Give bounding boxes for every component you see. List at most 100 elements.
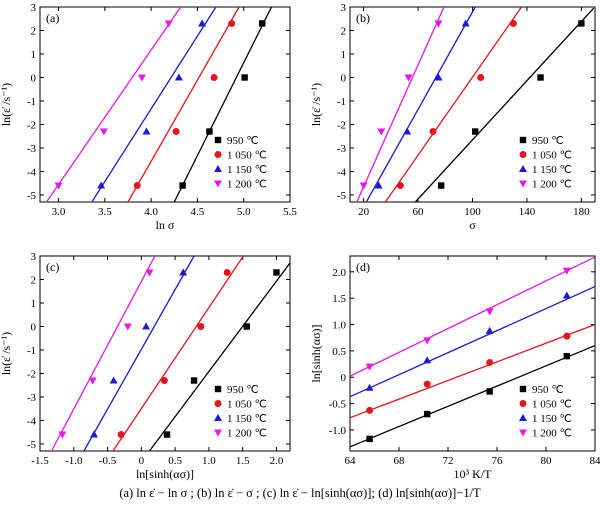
legend-marker — [519, 400, 527, 407]
data-point — [486, 358, 494, 366]
y-axis-label: ln(ε̇ /s⁻¹) — [0, 332, 13, 375]
x-tick-label: -1.5 — [31, 455, 49, 467]
data-point — [509, 19, 517, 27]
figure-caption: (a) ln ε̇ − ln σ ; (b) ln ε̇ − σ ; (c) l… — [119, 486, 481, 500]
x-tick-label: 0.5 — [168, 455, 182, 467]
data-point — [485, 308, 494, 316]
x-tick-label: 60 — [413, 206, 425, 218]
data-point — [190, 377, 198, 384]
data-point — [243, 323, 250, 330]
data-point — [563, 352, 571, 360]
data-point — [423, 410, 431, 418]
y-tick-label: 3 — [341, 2, 347, 14]
x-tick-label: -1.0 — [65, 455, 83, 467]
y-tick-label: 1.5 — [332, 293, 346, 305]
fit-line — [148, 262, 290, 451]
data-point — [461, 19, 470, 27]
legend-marker — [519, 165, 527, 172]
y-tick-label: -1 — [27, 345, 36, 357]
legend-marker — [519, 136, 527, 144]
y-tick-label: -4 — [27, 415, 37, 427]
x-tick-label: 64 — [345, 455, 357, 467]
y-tick-label: -4 — [27, 166, 37, 178]
legend-label: 950 ℃ — [532, 135, 564, 147]
panel-b: 20 60 100 140 180 -5 -4 -3 -2 -1 0 1 2 3 σ ln(ε̇ /s⁻¹) (… — [309, 2, 596, 232]
data-point — [403, 127, 412, 135]
panel-label: (d) — [356, 260, 370, 274]
legend-label: 950 ℃ — [227, 135, 259, 147]
legend-marker — [214, 151, 222, 158]
legend-label: 1 050 ℃ — [227, 399, 267, 411]
data-point — [145, 269, 154, 277]
plot-frame-c — [39, 255, 291, 452]
y-tick-label: 1 — [31, 298, 37, 310]
y-tick-label: -4 — [337, 166, 347, 178]
legend-label: 1 150 ℃ — [227, 164, 267, 176]
y-tick-label: -5 — [337, 190, 347, 202]
data-point — [562, 291, 571, 299]
panel-label: (a) — [46, 11, 59, 25]
data-point — [197, 322, 205, 330]
data-point — [99, 128, 108, 136]
fit-line — [365, 7, 476, 202]
y-tick-label: -2 — [27, 119, 36, 131]
data-point — [437, 182, 445, 189]
legend-label: 1 150 ℃ — [227, 413, 267, 425]
y-tick-label: 2.0 — [332, 267, 346, 279]
legend-label: 1 200 ℃ — [532, 428, 572, 440]
fit-line — [127, 7, 240, 202]
data-point — [164, 20, 173, 28]
data-point — [374, 181, 383, 189]
x-tick-label: 80 — [541, 455, 553, 467]
x-tick-label: 68 — [394, 455, 406, 467]
data-point — [206, 128, 213, 135]
data-point — [109, 376, 118, 384]
data-point — [365, 363, 374, 371]
data-point — [429, 128, 437, 136]
y-tick-label: -3 — [337, 143, 347, 155]
y-tick-label: -3 — [27, 143, 37, 155]
x-tick-label: 3.0 — [52, 206, 66, 218]
y-axis-label: ln[sinh(ασ)] — [309, 324, 323, 382]
y-tick-label: -3 — [27, 392, 37, 404]
x-tick-label: 5.0 — [237, 206, 251, 218]
data-point — [137, 74, 146, 82]
data-point — [163, 431, 171, 438]
x-axis-label: ln σ — [156, 218, 175, 232]
y-tick-label: 0 — [31, 72, 37, 84]
y-tick-label: -2 — [27, 368, 36, 380]
x-tick-label: -0.5 — [99, 455, 117, 467]
legend-label: 1 150 ℃ — [532, 413, 572, 425]
data-point — [563, 332, 571, 340]
data-point — [472, 128, 479, 135]
legend-marker — [519, 429, 527, 437]
legend-marker — [214, 136, 222, 144]
data-point — [578, 20, 585, 27]
legend-marker — [214, 180, 222, 188]
legend-c: 950 ℃ 1 050 ℃ 1 150 ℃ 1 200 ℃ — [214, 384, 267, 440]
data-point — [54, 182, 63, 190]
legend-label: 1 200 ℃ — [227, 179, 267, 191]
legend-marker — [214, 400, 222, 407]
x-axis-label: 10³ K/T — [454, 467, 493, 481]
legend-marker — [519, 385, 527, 393]
x-tick-label: 84 — [590, 455, 600, 467]
panel-label: (b) — [356, 11, 370, 25]
x-tick-label: 1.0 — [202, 455, 216, 467]
data-point — [90, 430, 99, 438]
data-point — [366, 406, 374, 414]
legend-d: 950 ℃ 1 050 ℃ 1 150 ℃ 1 200 ℃ — [519, 384, 572, 440]
data-point — [485, 326, 494, 334]
data-point — [179, 182, 186, 189]
data-point — [562, 267, 571, 275]
data-point — [117, 431, 125, 439]
data-point — [210, 73, 218, 81]
x-tick-label: 4.0 — [144, 206, 158, 218]
y-axis-label: ln(ε̇ /s⁻¹) — [0, 83, 13, 126]
fit-line — [50, 256, 156, 451]
y-tick-label: 1 — [341, 49, 347, 61]
y-tick-label: -1.0 — [329, 425, 347, 437]
y-axis-label: ln(ε̇ /s⁻¹) — [309, 83, 323, 126]
x-axis-label: ln[sinh(ασ)] — [136, 467, 194, 481]
legend-marker — [214, 165, 222, 172]
